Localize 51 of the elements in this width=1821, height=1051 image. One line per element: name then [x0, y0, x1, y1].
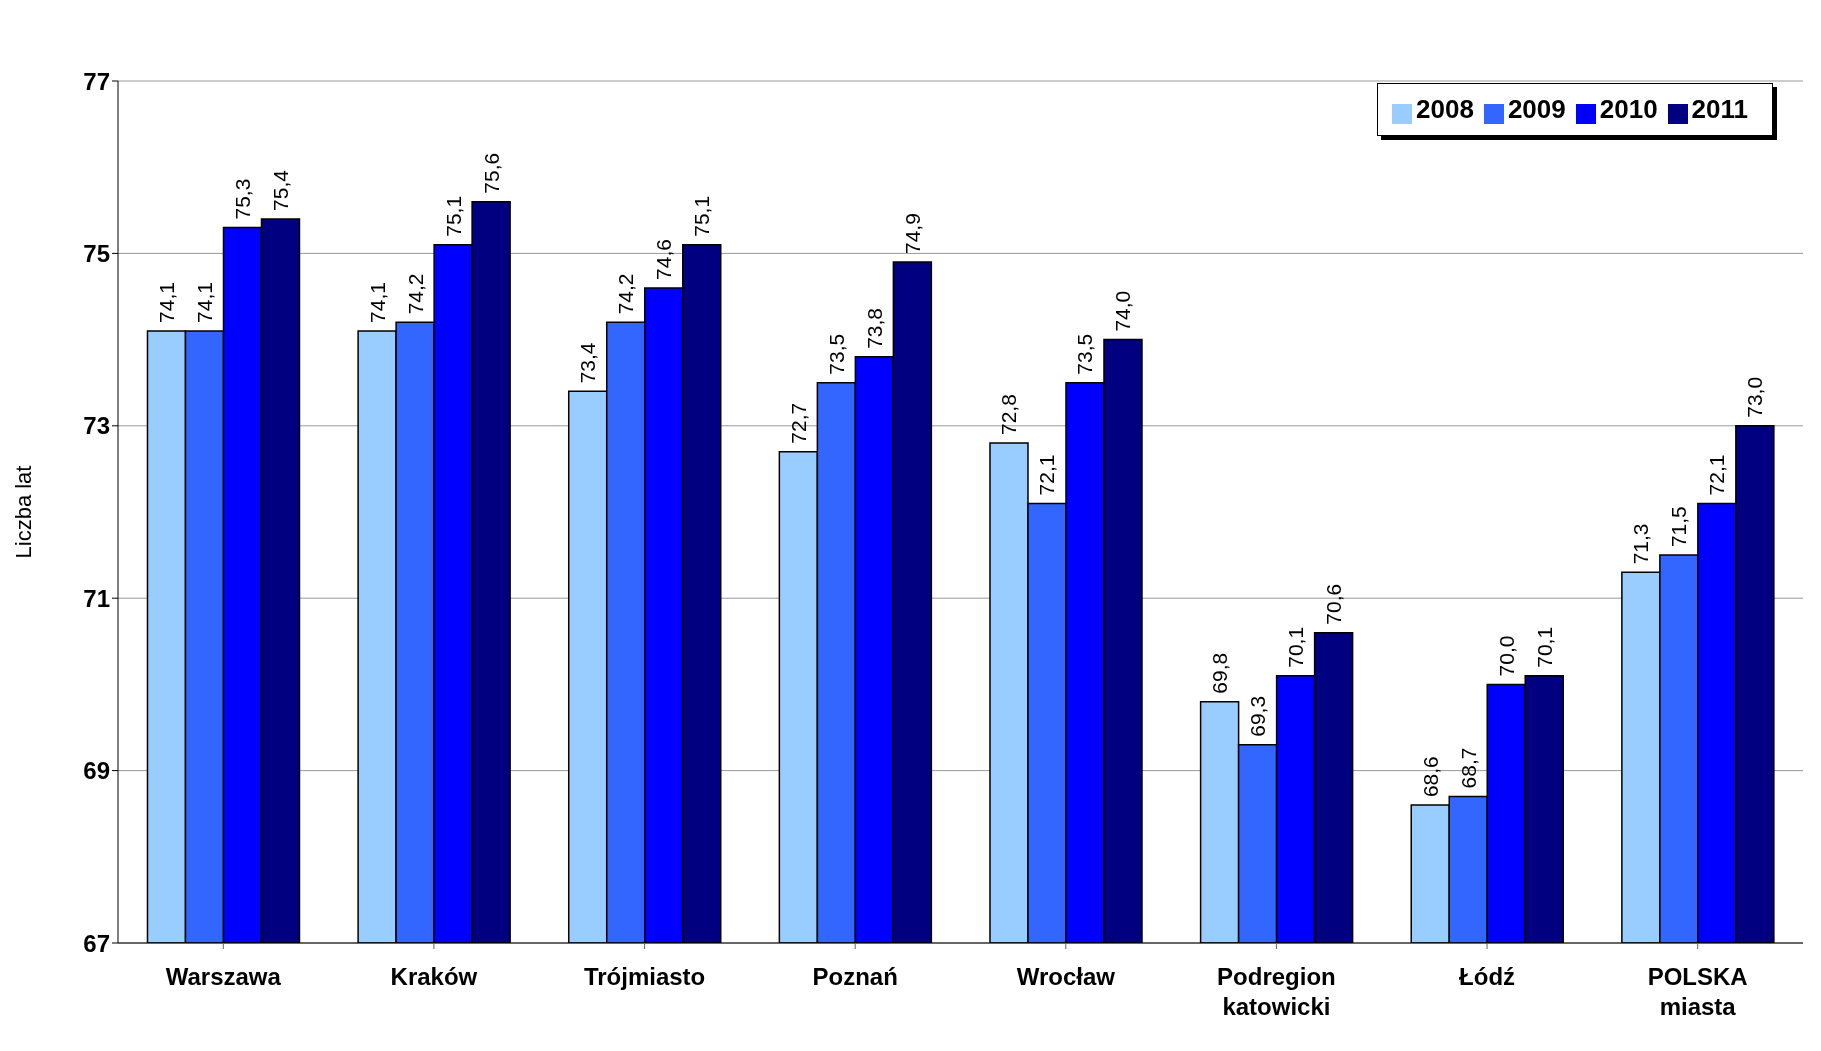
data-label: 75,1	[690, 195, 714, 237]
data-label: 70,0	[1494, 635, 1518, 677]
data-label: 74,1	[154, 282, 178, 323]
data-label: 75,4	[268, 169, 292, 211]
data-label: 73,5	[1073, 333, 1097, 375]
y-tick-label: 75	[83, 239, 110, 267]
legend-label: 2009	[1507, 94, 1566, 124]
data-label: 75,6	[479, 152, 503, 194]
data-label: 70,1	[1284, 626, 1308, 668]
data-label: 68,7	[1456, 747, 1480, 789]
y-tick-label: 67	[83, 929, 110, 957]
data-label: 74,2	[614, 273, 638, 315]
data-label: 70,6	[1322, 583, 1346, 625]
data-label: 74,6	[652, 239, 676, 280]
data-label: 70,1	[1532, 626, 1556, 668]
legend-label: 2010	[1599, 94, 1658, 124]
x-tick-label: Poznań	[812, 963, 898, 990]
legend-label: 2011	[1691, 94, 1748, 124]
data-label: 71,5	[1667, 506, 1691, 548]
data-label: 68,6	[1418, 756, 1442, 798]
data-label: 69,8	[1208, 652, 1232, 694]
data-label: 72,7	[786, 402, 810, 444]
x-tick-label: Wrocław	[1016, 963, 1116, 990]
x-tick-label: Łódź	[1459, 963, 1516, 990]
x-tick-label: Warszawa	[165, 963, 282, 990]
data-label: 74,1	[365, 282, 389, 323]
x-tick-label: Kraków	[390, 963, 478, 990]
y-tick-label: 69	[83, 757, 110, 785]
data-label: 73,4	[576, 342, 600, 384]
x-tick-label: Podregion katowicki	[1217, 963, 1336, 1020]
data-label: 74,0	[1111, 290, 1135, 332]
x-tick-label: Trójmiasto	[583, 963, 706, 990]
data-label: 74,1	[192, 282, 216, 323]
data-label: 74,9	[900, 213, 924, 255]
data-label: 71,3	[1629, 523, 1653, 565]
data-label: 69,3	[1246, 695, 1270, 737]
data-label: 72,1	[1035, 454, 1059, 496]
y-axis-title: Liczba lat	[10, 465, 36, 559]
legend-label: 2008	[1416, 94, 1474, 124]
y-tick-label: 71	[83, 584, 110, 612]
data-label: 73,8	[862, 307, 886, 349]
data-label: 73,0	[1743, 376, 1767, 418]
y-tick-label: 77	[83, 67, 110, 95]
data-label: 72,1	[1705, 454, 1729, 496]
data-label: 74,2	[403, 273, 427, 315]
data-label: 75,1	[441, 195, 465, 237]
x-tick-label: POLSKA miasta	[1647, 963, 1748, 1020]
data-label: 72,8	[997, 394, 1021, 436]
data-label: 73,5	[824, 333, 848, 375]
data-label: 75,3	[230, 178, 254, 220]
y-tick-label: 73	[83, 412, 110, 440]
